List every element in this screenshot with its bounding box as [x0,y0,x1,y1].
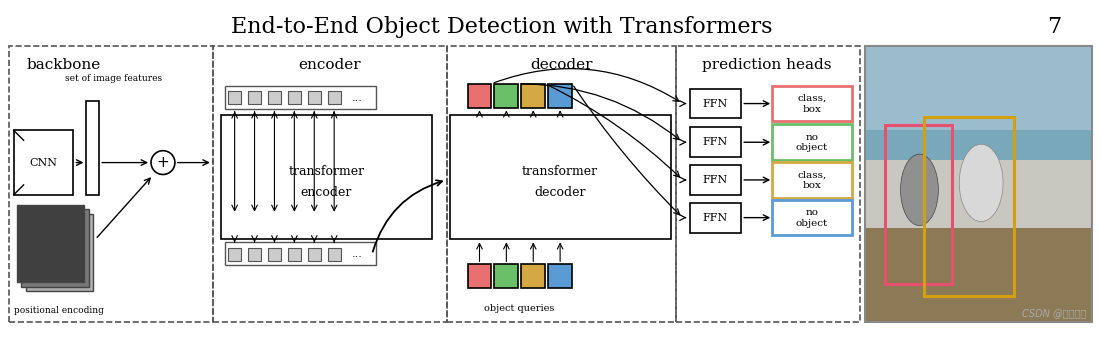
FancyBboxPatch shape [328,91,341,104]
FancyBboxPatch shape [328,248,341,261]
Text: CSDN @黄阳老师: CSDN @黄阳老师 [1022,308,1087,318]
FancyBboxPatch shape [21,209,89,287]
FancyBboxPatch shape [450,116,671,239]
Text: FFN: FFN [703,213,728,223]
Text: positional encoding: positional encoding [13,306,103,315]
Text: box: box [803,181,822,190]
FancyBboxPatch shape [865,130,1091,170]
Text: FFN: FFN [703,99,728,109]
Text: no: no [805,208,818,217]
Text: box: box [803,105,822,114]
Text: ...: ... [352,249,363,259]
FancyBboxPatch shape [221,116,431,239]
FancyBboxPatch shape [468,84,492,108]
FancyBboxPatch shape [865,46,1091,140]
FancyBboxPatch shape [249,91,261,104]
FancyBboxPatch shape [288,91,300,104]
FancyBboxPatch shape [228,248,241,261]
Text: transformer: transformer [288,165,364,178]
Text: End-to-End Object Detection with Transformers: End-to-End Object Detection with Transfo… [231,16,772,38]
Text: CNN: CNN [30,158,57,168]
Circle shape [151,151,175,175]
FancyBboxPatch shape [16,205,85,282]
Text: FFN: FFN [703,175,728,185]
FancyBboxPatch shape [772,125,851,160]
Text: encoder: encoder [298,58,361,72]
FancyBboxPatch shape [228,91,241,104]
FancyBboxPatch shape [25,214,94,291]
FancyBboxPatch shape [268,91,280,104]
Text: object queries: object queries [484,304,554,313]
FancyBboxPatch shape [548,84,572,108]
FancyBboxPatch shape [268,248,280,261]
FancyBboxPatch shape [13,130,74,195]
FancyBboxPatch shape [772,200,851,236]
FancyBboxPatch shape [548,264,572,288]
FancyBboxPatch shape [772,86,851,121]
Text: decoder: decoder [535,186,586,199]
Text: encoder: encoder [300,186,352,199]
FancyBboxPatch shape [224,243,376,265]
FancyBboxPatch shape [690,203,741,233]
FancyBboxPatch shape [521,264,546,288]
Text: transformer: transformer [522,165,598,178]
Text: decoder: decoder [530,58,593,72]
Text: set of image features: set of image features [65,74,162,83]
Text: object: object [795,143,828,152]
FancyBboxPatch shape [308,91,321,104]
FancyBboxPatch shape [86,101,99,195]
Text: object: object [795,219,828,228]
FancyBboxPatch shape [288,248,300,261]
FancyBboxPatch shape [308,248,321,261]
FancyBboxPatch shape [468,264,492,288]
Ellipse shape [959,144,1003,221]
FancyBboxPatch shape [690,89,741,118]
Text: ...: ... [352,92,363,102]
Ellipse shape [901,154,938,226]
Text: prediction heads: prediction heads [703,58,832,72]
Text: +: + [156,155,169,170]
Text: 7: 7 [1047,16,1060,38]
FancyBboxPatch shape [249,248,261,261]
FancyBboxPatch shape [865,160,1091,235]
Text: class,: class, [798,170,826,179]
Text: no: no [805,133,818,142]
Text: class,: class, [798,94,826,103]
FancyBboxPatch shape [690,165,741,195]
FancyBboxPatch shape [690,127,741,157]
FancyBboxPatch shape [772,162,851,198]
FancyBboxPatch shape [494,84,518,108]
Text: FFN: FFN [703,137,728,147]
FancyBboxPatch shape [224,86,376,109]
FancyBboxPatch shape [494,264,518,288]
FancyBboxPatch shape [865,228,1091,322]
Text: backbone: backbone [26,58,100,72]
FancyBboxPatch shape [521,84,546,108]
